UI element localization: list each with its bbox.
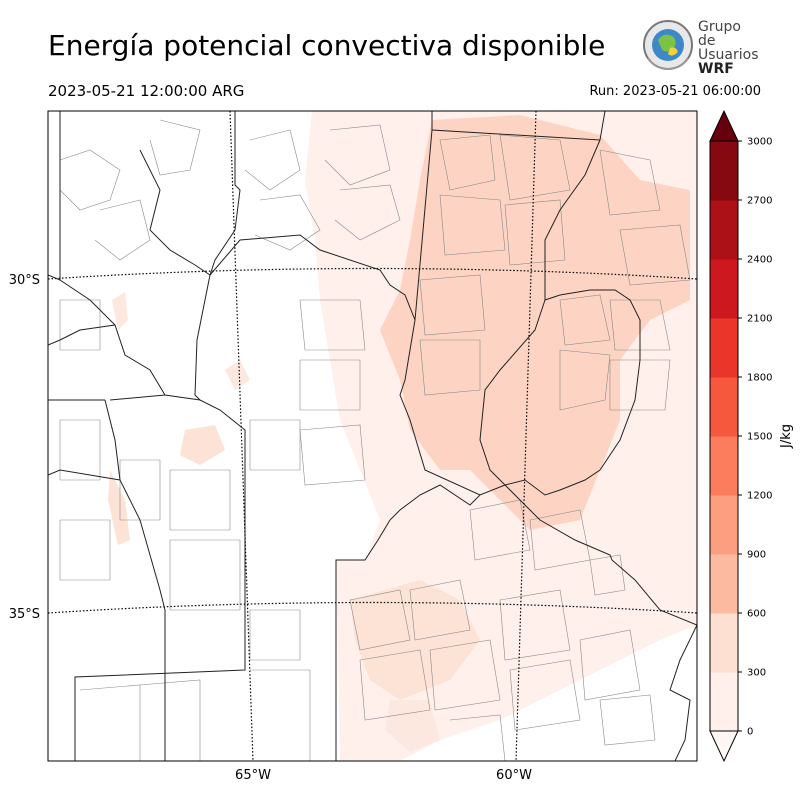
colorbar-segment <box>710 377 738 437</box>
lon-label-60w: 60°W <box>496 768 532 783</box>
graticule <box>48 111 697 761</box>
lat-label-35s: 35°S <box>9 607 40 622</box>
colorbar-extend-top <box>709 109 739 142</box>
colorbar-tick-label: 0 <box>747 727 753 738</box>
colorbar-segment <box>710 672 738 732</box>
map-area <box>48 111 697 761</box>
colorbar-segment <box>710 554 738 614</box>
province-boundaries <box>48 111 697 761</box>
globe-logo-icon <box>643 20 693 71</box>
colorbar-segment <box>710 200 738 260</box>
colorbar-tick-label: 300 <box>747 668 766 679</box>
colorbar-tick-label: 2400 <box>747 255 772 266</box>
cape-field-spot-1 <box>180 425 225 465</box>
lon-label-65w: 65°W <box>235 768 271 783</box>
wrf-logo: Grupo de Usuarios WRF <box>640 18 760 76</box>
colorbar-segment <box>710 141 738 201</box>
colorbar-extend-bottom <box>709 730 739 763</box>
logo-line-1: Grupo de <box>698 19 741 49</box>
colorbar-tick-label: 1200 <box>747 491 772 502</box>
run-time: Run: 2023-05-21 06:00:00 <box>589 84 761 99</box>
department-boundaries <box>59 119 691 761</box>
colorbar-segment <box>710 613 738 673</box>
cape-field-east <box>575 180 690 270</box>
colorbar-segment <box>710 495 738 555</box>
cape-field-south-2 <box>385 700 440 752</box>
colorbar-tick-label: 2100 <box>747 314 772 325</box>
map-title: Energía potencial convectiva disponible <box>48 29 606 62</box>
colorbar: 0 300 600 900 1200 1500 1800 2100 2400 2700 3000 J… <box>709 109 794 763</box>
logo-line-2: Usuarios <box>698 47 759 63</box>
cape-field-spot-3 <box>112 292 128 330</box>
colorbar-tick-label: 900 <box>747 550 766 561</box>
colorbar-unit-label: J/kg <box>779 424 794 449</box>
colorbar-tick-label: 1800 <box>747 373 772 384</box>
colorbar-segment <box>710 318 738 378</box>
colorbar-tick-label: 1500 <box>747 432 772 443</box>
valid-time: 2023-05-21 12:00:00 ARG <box>48 82 245 100</box>
lat-label-30s: 30°S <box>9 273 40 288</box>
cape-field-spot-4 <box>225 360 250 390</box>
colorbar-segment <box>710 436 738 496</box>
colorbar-tick-label: 2700 <box>747 196 772 207</box>
colorbar-tick-label: 3000 <box>747 137 772 148</box>
logo-line-3: WRF <box>698 61 734 77</box>
map-frame <box>47 110 698 762</box>
cape-field-spot-2 <box>108 470 130 545</box>
colorbar-tick-label: 600 <box>747 609 766 620</box>
colorbar-segment <box>710 259 738 319</box>
